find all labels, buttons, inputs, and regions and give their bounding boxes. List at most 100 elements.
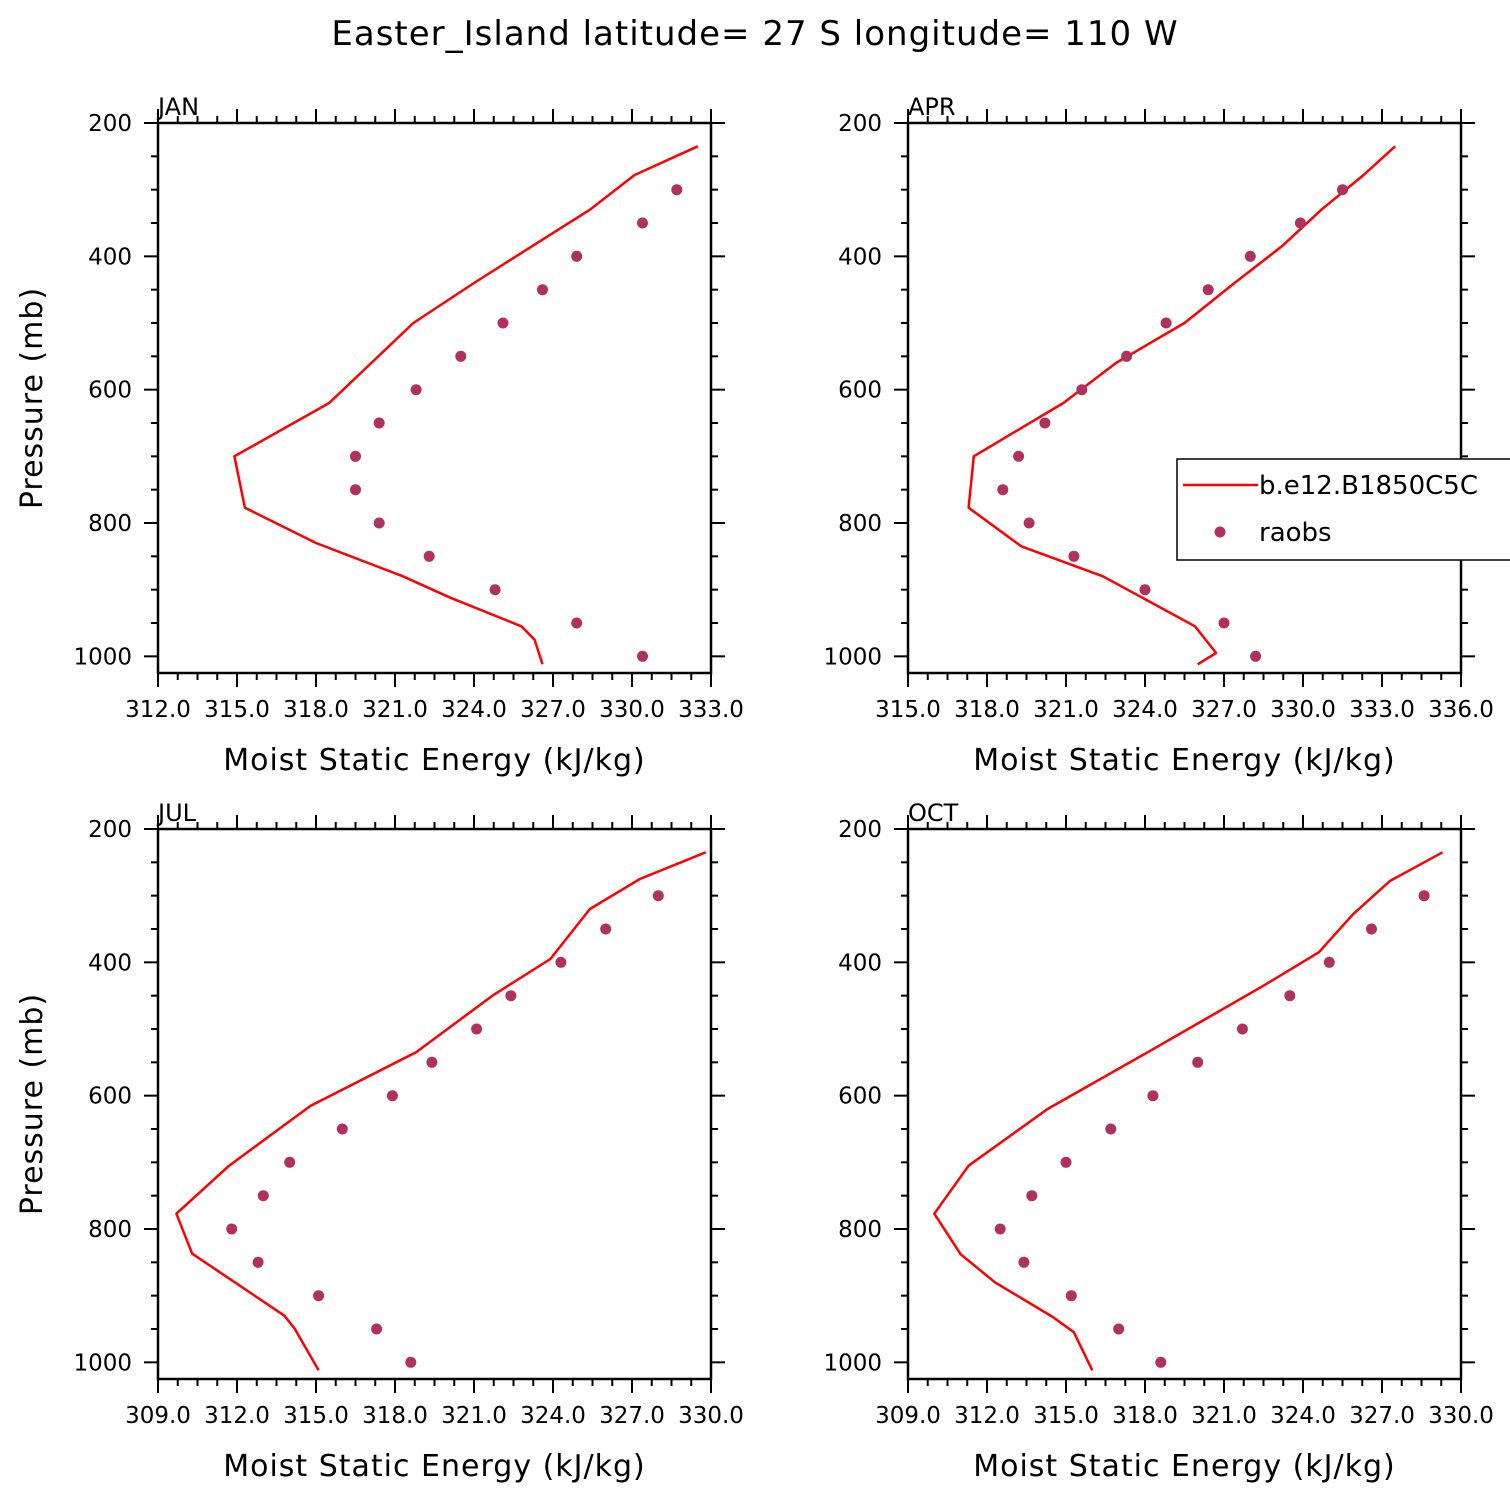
raobs-point xyxy=(257,1190,269,1202)
raobs-point xyxy=(997,484,1009,496)
x-tick-label: 315.0 xyxy=(875,697,941,723)
raobs-point xyxy=(637,650,648,662)
x-tick-label: 318.0 xyxy=(1112,1403,1178,1429)
x-tick-label: 315.0 xyxy=(283,1403,349,1429)
raobs-point xyxy=(1337,184,1348,196)
raobs-point xyxy=(1023,517,1035,529)
x-tick-label: 309.0 xyxy=(875,1403,941,1429)
raobs-point xyxy=(405,1356,417,1368)
y-tick-label: 200 xyxy=(838,817,882,843)
x-tick-label: 324.0 xyxy=(441,697,507,723)
raobs-point xyxy=(1160,317,1172,329)
raobs-point xyxy=(410,384,422,396)
raobs-point xyxy=(1076,384,1088,396)
raobs-point xyxy=(1068,550,1080,562)
plot-frame xyxy=(906,827,1463,1381)
x-tick-label: 324.0 xyxy=(1112,697,1178,723)
y-tick-label: 600 xyxy=(838,1084,882,1110)
raobs-point xyxy=(455,350,467,362)
raobs-point xyxy=(1250,650,1262,662)
panel-jul: JUL 309.0 312.0 315.0 318.0 321.0 324.0 327.0 33… xyxy=(15,799,744,1484)
y-tick-label: 800 xyxy=(838,511,882,537)
x-axis-label: Moist Static Energy (kJ/kg) xyxy=(973,743,1396,778)
legend-model-label: b.e12.B1850C5C xyxy=(1259,471,1478,501)
x-tick-label: 336.0 xyxy=(1428,697,1494,723)
raobs-point xyxy=(423,550,435,562)
panel-oct: OCT 309.0 312.0 315.0 318.0 321.0 324.0 327.0 33… xyxy=(823,799,1493,1484)
raobs-point xyxy=(336,1123,348,1135)
x-tick-label: 327.0 xyxy=(1191,697,1257,723)
x-tick-label: 333.0 xyxy=(678,697,744,723)
y-tick-label: 400 xyxy=(88,950,132,976)
x-axis-label: Moist Static Energy (kJ/kg) xyxy=(973,1449,1396,1484)
x-tick-label: 321.0 xyxy=(1033,697,1099,723)
raobs-point xyxy=(252,1256,264,1268)
raobs-point xyxy=(571,250,583,262)
y-tick-label: 400 xyxy=(838,950,882,976)
raobs-point xyxy=(1323,956,1335,968)
figure-title: Easter_Island latitude= 27 S longitude= … xyxy=(331,14,1178,54)
raobs-point xyxy=(284,1156,296,1168)
raobs-point xyxy=(571,617,583,629)
x-tick-label: 327.0 xyxy=(520,697,586,723)
y-tick-label: 1000 xyxy=(823,1350,882,1376)
raobs-point xyxy=(555,956,567,968)
plot-frame xyxy=(906,121,1463,675)
panel-title: OCT xyxy=(908,799,959,827)
y-axis-label: Pressure (mb) xyxy=(15,993,50,1215)
x-tick-label: 321.0 xyxy=(362,697,428,723)
raobs-point xyxy=(386,1090,398,1102)
legend: b.e12.B1850C5C raobs xyxy=(1176,458,1510,561)
x-tick-label: 333.0 xyxy=(1349,697,1415,723)
raobs-point xyxy=(1018,1256,1030,1268)
y-tick-label: 600 xyxy=(838,378,882,404)
raobs-point xyxy=(1105,1123,1117,1135)
model-profile-line xyxy=(933,851,1444,1371)
x-tick-label: 330.0 xyxy=(599,697,665,723)
x-tick-label: 312.0 xyxy=(204,1403,270,1429)
raobs-point xyxy=(497,317,509,329)
raobs-point xyxy=(994,1223,1006,1235)
y-tick-label: 600 xyxy=(88,1084,132,1110)
y-tick-label: 400 xyxy=(88,244,132,270)
raobs-point xyxy=(1147,1090,1159,1102)
raobs-point xyxy=(1418,890,1430,902)
raobs-point xyxy=(1366,923,1377,935)
raobs-point xyxy=(1284,990,1296,1002)
y-tick-label: 200 xyxy=(88,111,132,137)
model-profile-line xyxy=(233,145,699,665)
raobs-point xyxy=(1065,1290,1077,1302)
x-tick-label: 324.0 xyxy=(520,1403,586,1429)
raobs-point xyxy=(1139,584,1151,596)
raobs-point xyxy=(373,417,385,429)
plot-frame xyxy=(156,827,713,1381)
raobs-point xyxy=(350,484,361,496)
y-tick-label: 600 xyxy=(88,378,132,404)
legend-obs-swatch xyxy=(1214,526,1226,538)
raobs-point xyxy=(537,284,548,296)
x-tick-label: 312.0 xyxy=(954,1403,1020,1429)
y-tick-label: 1000 xyxy=(73,644,132,670)
raobs-point xyxy=(671,184,683,196)
x-tick-label: 330.0 xyxy=(1270,697,1336,723)
y-tick-label: 800 xyxy=(838,1217,882,1243)
raobs-point xyxy=(1121,350,1133,362)
x-tick-label: 318.0 xyxy=(362,1403,428,1429)
x-tick-label: 318.0 xyxy=(283,697,349,723)
raobs-point xyxy=(1060,1156,1072,1168)
raobs-point xyxy=(1218,617,1230,629)
raobs-point xyxy=(1013,450,1025,462)
raobs-point xyxy=(600,923,612,935)
y-tick-label: 200 xyxy=(838,111,882,137)
y-tick-label: 800 xyxy=(88,511,132,537)
x-tick-label: 321.0 xyxy=(1191,1403,1257,1429)
raobs-point xyxy=(226,1223,238,1235)
raobs-point xyxy=(1294,217,1306,229)
raobs-point xyxy=(471,1023,483,1035)
raobs-point xyxy=(373,517,385,529)
model-profile-line xyxy=(175,851,707,1371)
